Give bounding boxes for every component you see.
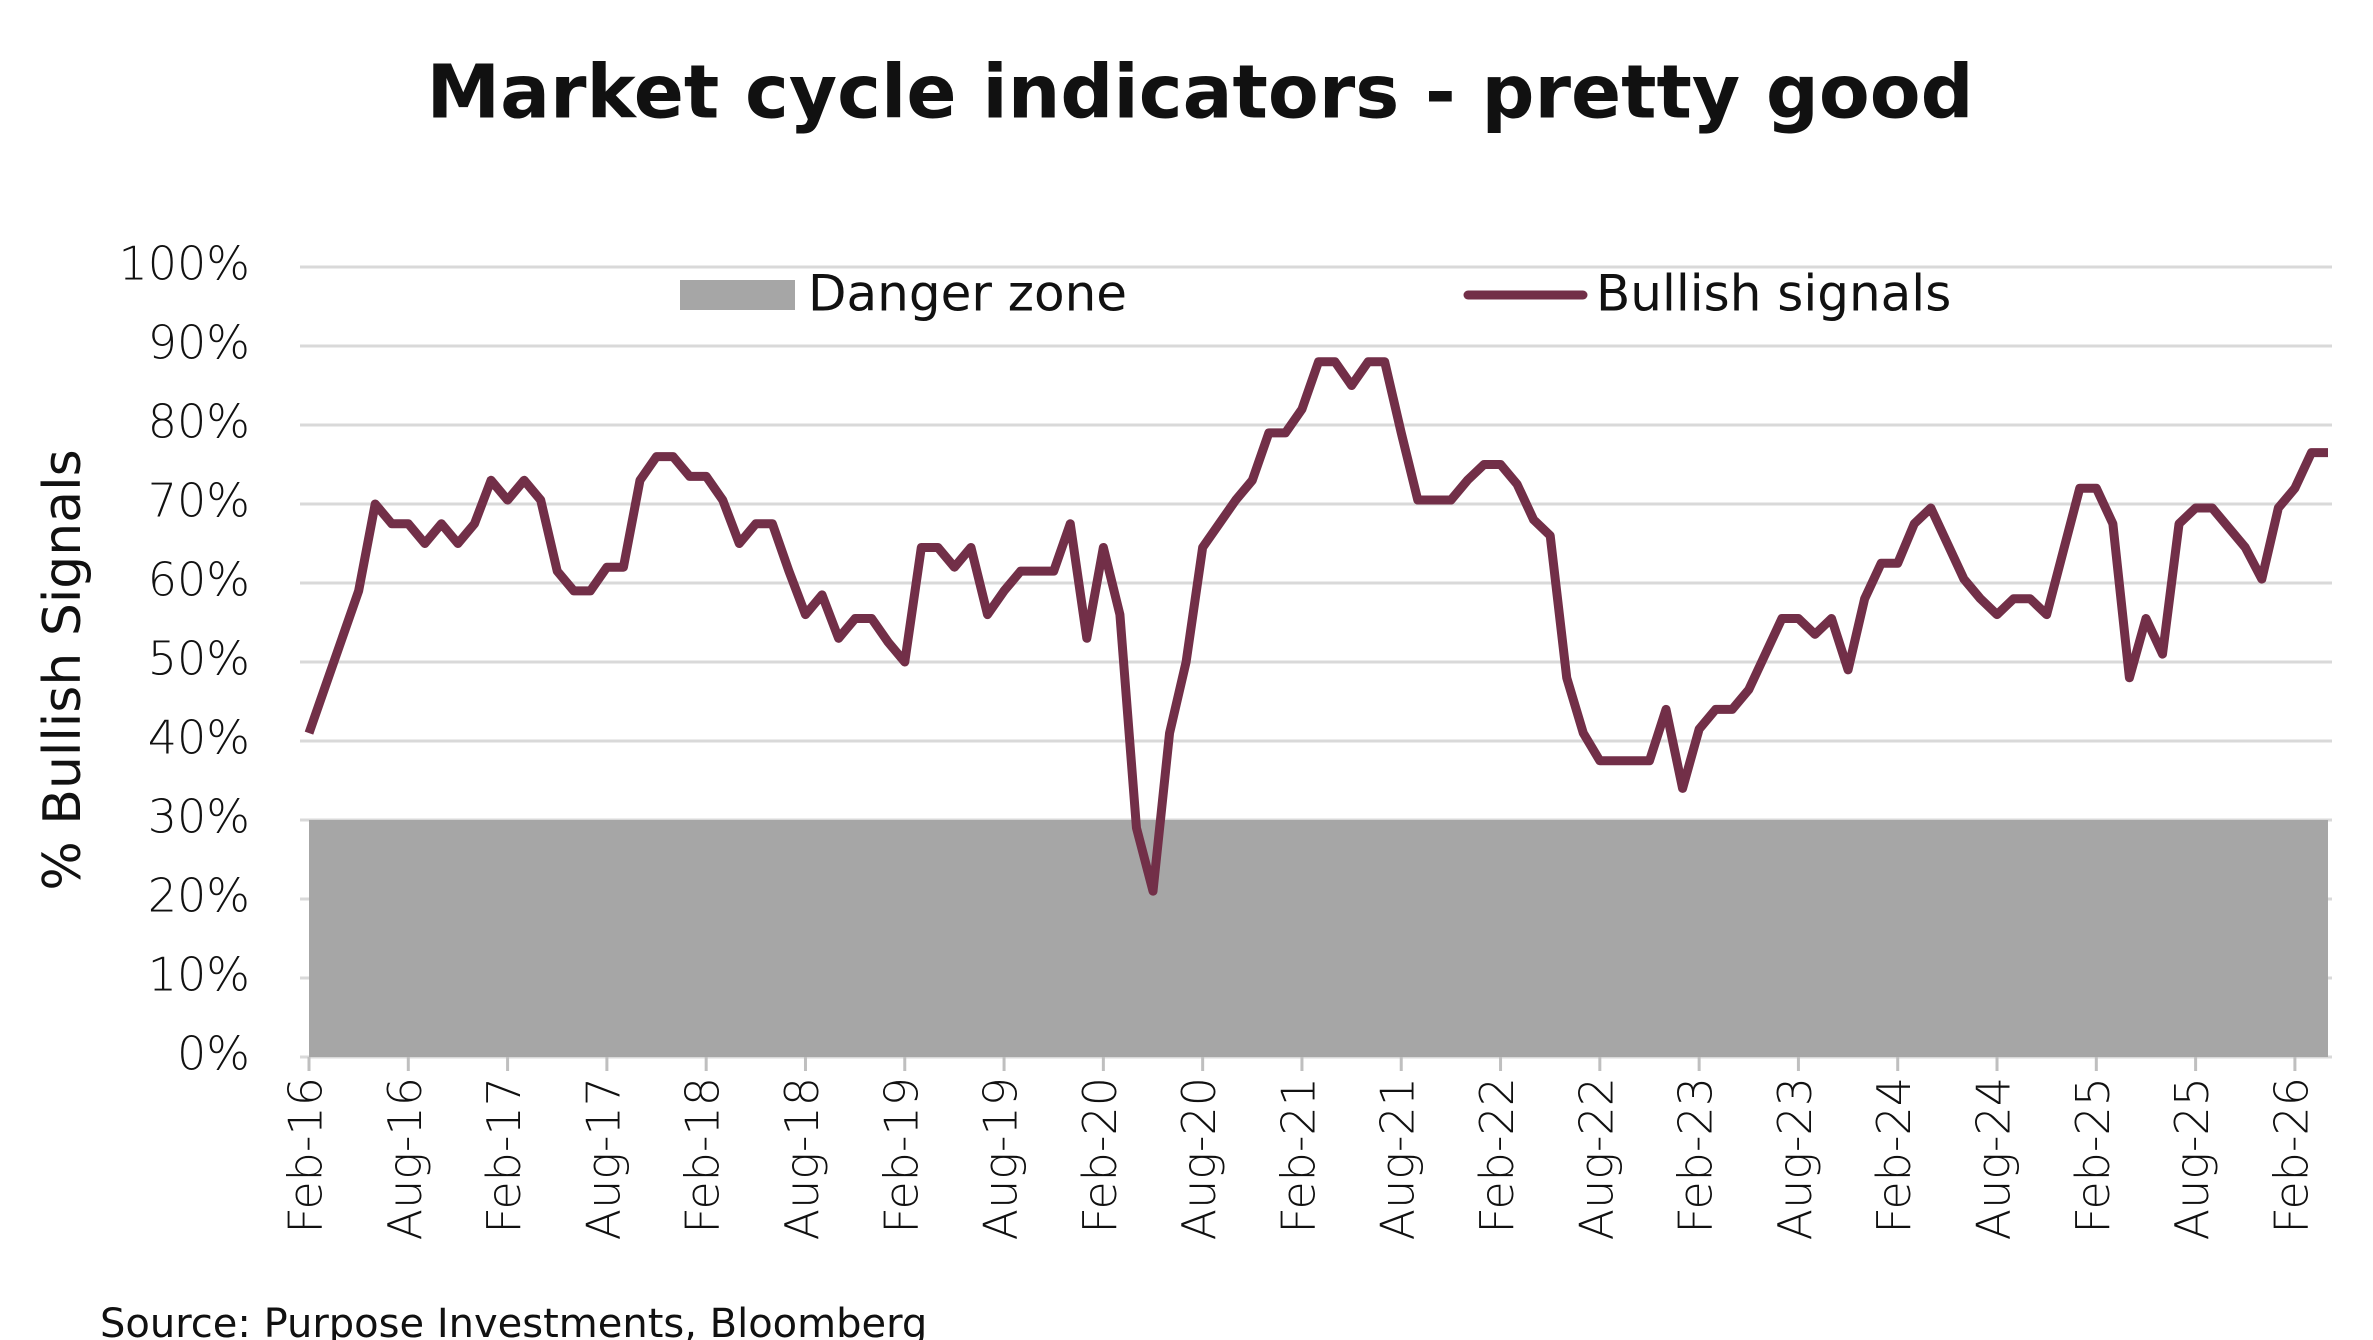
x-tick-label: Aug-18: [775, 1077, 829, 1240]
x-tick-label: Feb-16: [279, 1077, 333, 1234]
legend-swatch: [680, 280, 795, 310]
x-tick-label: Aug-20: [1172, 1077, 1226, 1240]
x-tick-label: Aug-25: [2165, 1077, 2219, 1240]
y-tick-label: 60%: [148, 553, 250, 607]
legend-label: Danger zone: [808, 265, 1127, 323]
bullish-line: [304, 357, 2328, 896]
y-tick-label: 50%: [148, 632, 250, 686]
y-tick-label: 70%: [148, 474, 250, 528]
chart-title: Market cycle indicators - pretty good: [426, 50, 1973, 136]
x-tick-label: Feb-22: [1470, 1077, 1524, 1234]
legend-label: Bullish signals: [1596, 265, 1951, 323]
y-tick-label: 30%: [148, 790, 250, 844]
x-tick-label: Aug-23: [1768, 1077, 1822, 1240]
x-tick-label: Aug-22: [1569, 1077, 1623, 1240]
x-tick-label: Feb-25: [2066, 1077, 2120, 1234]
x-tick-label: Feb-18: [676, 1077, 730, 1234]
x-tick-label: Feb-17: [477, 1077, 531, 1234]
x-tick-label: Feb-19: [874, 1077, 928, 1234]
y-tick-label: 80%: [148, 395, 250, 449]
x-tick-label: Feb-23: [1669, 1077, 1723, 1234]
x-tick-label: Feb-24: [1867, 1077, 1921, 1234]
y-tick-label: 10%: [148, 948, 250, 1002]
x-tick-label: Aug-24: [1967, 1077, 2021, 1240]
y-tick-label: 0%: [177, 1027, 250, 1081]
y-axis-title: % Bullish Signals: [33, 449, 93, 890]
y-tick-label: 40%: [148, 711, 250, 765]
x-tick-label: Aug-17: [576, 1077, 630, 1240]
x-tick-label: Feb-20: [1073, 1077, 1127, 1234]
y-tick-label: 90%: [148, 316, 250, 370]
y-tick-label: 20%: [148, 869, 250, 923]
danger-zone-area: [309, 820, 2328, 1057]
x-tick-label: Feb-26: [2264, 1077, 2318, 1234]
source: Source: Purpose Investments, Bloomberg: [100, 1301, 927, 1340]
x-tick-label: Aug-19: [974, 1077, 1028, 1240]
x-tick-label: Aug-21: [1371, 1077, 1425, 1240]
x-tick-label: Aug-16: [378, 1077, 432, 1240]
y-tick-label: 100%: [118, 237, 250, 291]
x-tick-label: Feb-21: [1271, 1077, 1325, 1234]
